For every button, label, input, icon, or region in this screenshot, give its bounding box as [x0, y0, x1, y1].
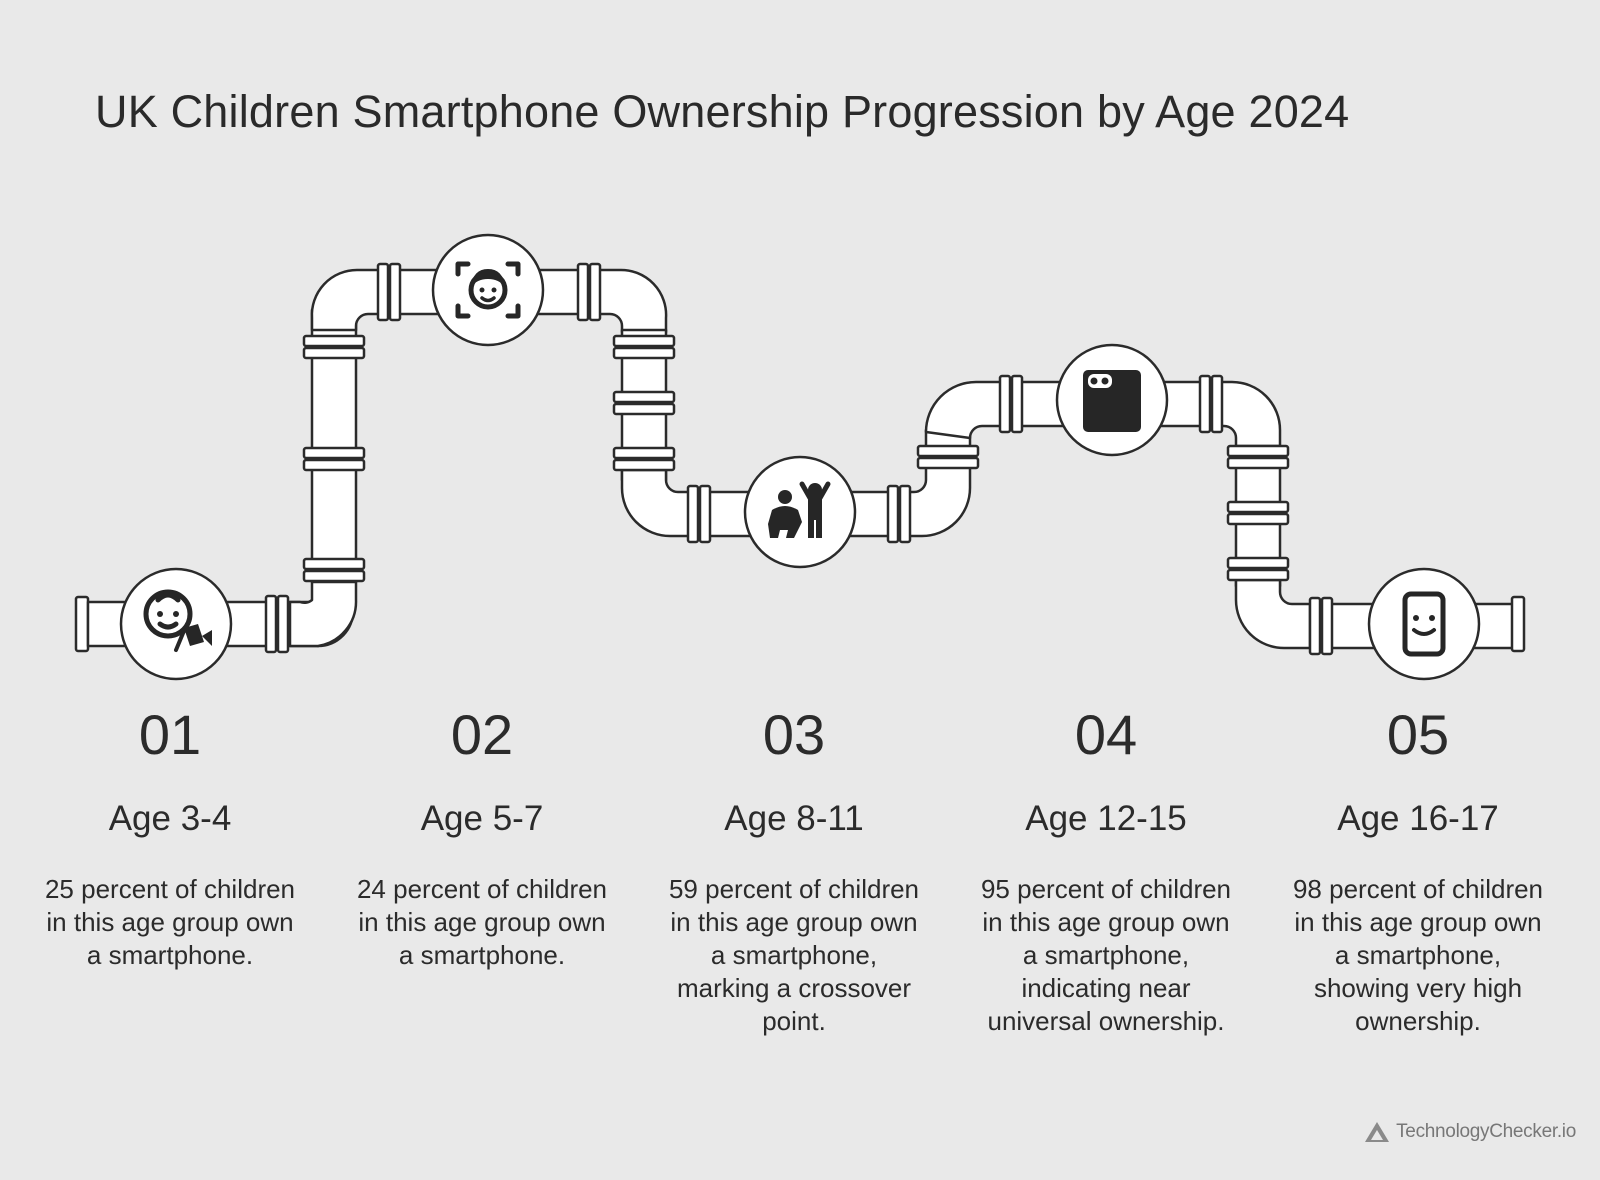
stage-description: 25 percent of children in this age group…	[44, 874, 296, 970]
stage-age: Age 5-7	[420, 799, 544, 838]
stage-number: 02	[450, 703, 514, 766]
stage-description: 24 percent of children in this age group…	[356, 874, 608, 970]
stage-age: Age 16-17	[1337, 799, 1499, 838]
page-title: UK Children Smartphone Ownership Progres…	[95, 86, 1350, 137]
stage-number: 03	[762, 703, 826, 766]
face-scan-icon	[455, 261, 521, 319]
stage-age: Age 12-15	[1025, 799, 1187, 838]
stage-03: 03 Age 8-11 59 percent of children in th…	[644, 705, 944, 1038]
brand-logo-icon	[1365, 1122, 1390, 1142]
stage-node-1	[119, 567, 233, 681]
stage-number: 04	[1074, 703, 1138, 766]
stage-01: 01 Age 3-4 25 percent of children in thi…	[20, 705, 320, 972]
pipe-flanges	[264, 262, 1334, 656]
stage-description: 95 percent of children in this age group…	[980, 874, 1232, 1036]
stage-description: 59 percent of children in this age group…	[668, 874, 920, 1036]
children-playing-icon	[768, 481, 831, 538]
smiling-phone-icon	[1402, 591, 1446, 657]
stage-04: 04 Age 12-15 95 percent of children in t…	[956, 705, 1256, 1038]
phone-camera-icon	[1083, 370, 1141, 432]
brand-watermark: TechnologyChecker.io	[1364, 1120, 1576, 1144]
stage-node-4	[1055, 343, 1169, 457]
baby-face-icon	[143, 589, 212, 652]
stage-node-3	[743, 455, 857, 569]
stage-age: Age 3-4	[108, 799, 232, 838]
stage-node-2	[431, 233, 545, 347]
stage-age: Age 8-11	[724, 799, 864, 838]
stage-05: 05 Age 16-17 98 percent of children in t…	[1268, 705, 1568, 1038]
stage-number: 05	[1386, 703, 1450, 766]
stage-node-5	[1367, 567, 1481, 681]
stage-number: 01	[138, 703, 202, 766]
brand-name: TechnologyChecker.io	[1396, 1121, 1576, 1142]
stage-02: 02 Age 5-7 24 percent of children in thi…	[332, 705, 632, 972]
stage-description: 98 percent of children in this age group…	[1292, 874, 1544, 1036]
